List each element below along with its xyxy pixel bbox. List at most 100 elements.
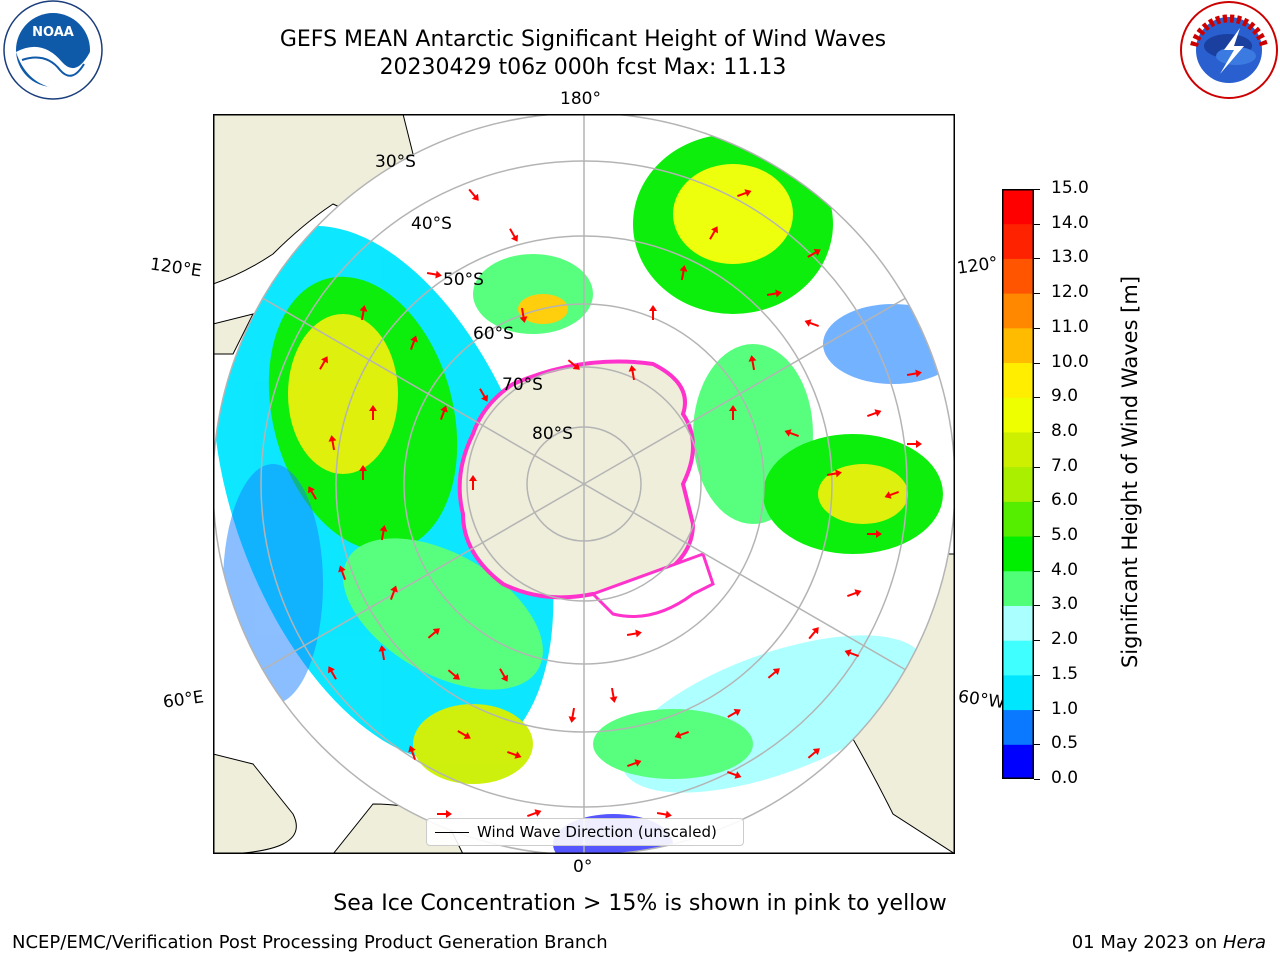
wind-arrow	[359, 305, 368, 321]
colorbar-tick-label: 6.0	[1051, 490, 1079, 511]
colorbar-tick-label: 12.0	[1051, 282, 1089, 303]
wind-arrow	[408, 745, 416, 760]
wind-arrow	[379, 525, 388, 541]
colorbar-segment	[1002, 570, 1034, 606]
wind-arrow	[568, 707, 577, 723]
colorbar-tick-mark	[1034, 779, 1040, 780]
lat-label-60s: 60°S	[473, 324, 514, 344]
colorbar-tick-label: 10.0	[1051, 351, 1089, 372]
wind-arrow	[457, 730, 471, 739]
colorbar-tick-label: 1.5	[1051, 663, 1079, 684]
lon-label-60e: 60°E	[161, 687, 206, 713]
colorbar-tick-label: 4.0	[1051, 559, 1079, 580]
noaa-logo: NOAA	[2, 0, 104, 102]
wind-arrow	[469, 475, 477, 490]
colorbar-segment	[1002, 293, 1034, 329]
title-line-1: GEFS MEAN Antarctic Significant Height o…	[279, 27, 887, 52]
wind-arrow	[808, 627, 819, 640]
antarctica	[457, 359, 715, 618]
colorbar-segment	[1002, 223, 1034, 259]
wind-arrow	[609, 687, 618, 703]
wind-arrow	[784, 429, 799, 437]
colorbar-segment	[1002, 674, 1034, 711]
wind-arrow	[656, 810, 672, 819]
wind-arrow	[867, 409, 882, 417]
colorbar-tick-mark	[1034, 223, 1040, 225]
colorbar-tick-label: 7.0	[1051, 455, 1079, 476]
colorbar-segment	[1002, 327, 1034, 364]
colorbar-segment	[1002, 397, 1034, 433]
colorbar-tick-label: 11.0	[1051, 316, 1089, 337]
wind-arrow	[907, 440, 922, 448]
wind-arrow	[427, 628, 440, 639]
wind-arrow	[737, 189, 752, 197]
colorbar-tick-mark	[1034, 258, 1040, 260]
colorbar-segment	[1002, 501, 1034, 537]
wind-arrow	[328, 435, 337, 451]
colorbar-tick-mark	[1034, 466, 1040, 468]
wind-arrow	[627, 759, 642, 767]
wind-arrow	[844, 649, 859, 657]
wind-arrow	[338, 565, 346, 580]
lon-label-120w: 120°	[955, 253, 1000, 279]
colorbar-tick-mark	[1034, 397, 1040, 399]
colorbar-segment	[1002, 709, 1034, 745]
legend-label: Wind Wave Direction (unscaled)	[477, 823, 717, 841]
wind-arrow	[807, 748, 820, 759]
wind-arrow	[328, 666, 337, 680]
colorbar-segment	[1002, 466, 1034, 502]
colorbar-segment	[1002, 258, 1034, 294]
wind-arrow	[807, 249, 821, 258]
colorbar-tick-label: 14.0	[1051, 212, 1089, 233]
wind-arrow	[479, 388, 488, 402]
colorbar-tick-mark	[1034, 293, 1040, 295]
wind-arrow	[804, 319, 819, 327]
colorbar-title: Significant Height of Wind Waves [m]	[1118, 275, 1142, 669]
colorbar-tick-mark	[1034, 744, 1040, 746]
wind-arrow	[727, 709, 741, 718]
colorbar-ticks: 0.0 0.5 1.0 1.5 2.0 3.0 4.0 5.0 6.0 7.0 8.0 9.0 10.0…	[1034, 178, 1114, 788]
wind-arrow	[906, 369, 922, 378]
colorbar-tick-mark	[1034, 605, 1040, 607]
colorbar-segment	[1002, 189, 1034, 225]
wind-direction-arrows	[308, 188, 922, 854]
colorbar-segment	[1002, 536, 1034, 572]
colorbar-tick-mark	[1034, 431, 1040, 433]
wind-arrow	[766, 289, 782, 298]
colorbar-segment	[1002, 640, 1034, 676]
wind-arrow	[359, 465, 367, 480]
colorbar-tick-mark	[1034, 189, 1040, 190]
lat-label-30s: 30°S	[375, 152, 416, 172]
footer-machine: Hera	[1222, 932, 1266, 953]
wind-arrow	[626, 629, 642, 638]
colorbar-tick-label: 13.0	[1051, 247, 1089, 268]
colorbar-segment	[1002, 431, 1034, 468]
colorbar-tick-label: 1.0	[1051, 698, 1079, 719]
colorbar-tick-mark	[1034, 640, 1040, 642]
colorbar-segment	[1002, 362, 1034, 398]
wind-arrow	[507, 751, 522, 759]
wind-arrow	[468, 188, 479, 201]
wind-arrow	[867, 530, 882, 538]
wind-arrow	[674, 731, 689, 739]
colorbar-tick-label: 3.0	[1051, 594, 1079, 615]
wind-arrow	[884, 491, 899, 499]
wind-arrow	[766, 809, 782, 818]
wind-arrow	[847, 589, 862, 597]
wind-arrow	[308, 486, 317, 500]
colorbar-tick-label: 5.0	[1051, 525, 1079, 546]
colorbar-tick-label: 8.0	[1051, 420, 1079, 441]
wind-arrow	[509, 228, 518, 242]
footer-branch: NCEP/EMC/Verification Post Processing Pr…	[12, 932, 608, 953]
wind-arrow	[727, 771, 742, 779]
wind-arrow	[426, 270, 442, 279]
wind-arrow	[527, 809, 542, 817]
wind-arrow	[748, 355, 757, 371]
wind-arrow	[447, 669, 460, 680]
wind-arrow	[369, 405, 377, 420]
colorbar	[1002, 189, 1034, 780]
colorbar-tick-mark	[1034, 674, 1040, 676]
footer-date: 01 May 2023 on Hera	[1072, 932, 1266, 953]
colorbar-segment	[1002, 605, 1034, 641]
longitude-grid	[213, 114, 955, 854]
